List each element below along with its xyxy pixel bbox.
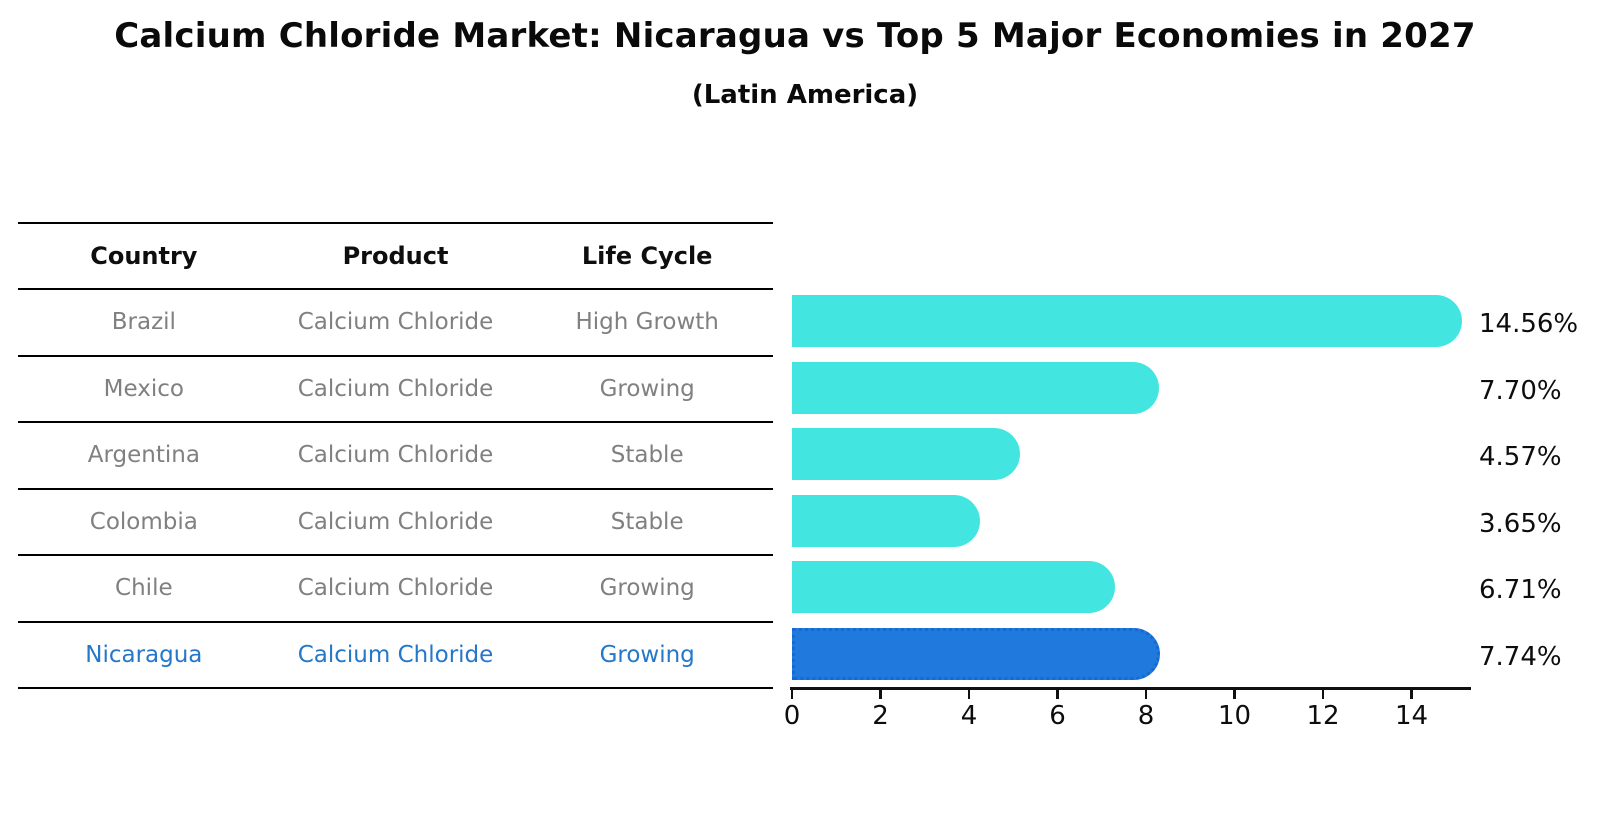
cell-country: Nicaragua [85,641,203,668]
cell-country: Mexico [103,375,184,402]
cell-product: Calcium Chloride [297,641,494,668]
value-label: 3.65% [1479,508,1562,539]
chart-subtitle: (Latin America) [691,80,919,110]
cell-life-cycle: Stable [610,508,684,535]
table-row: Mexico Calcium Chloride Growing [18,357,773,423]
cell-product: Calcium Chloride [297,442,494,468]
x-axis-tick-label: 4 [960,701,978,731]
value-label: 7.74% [1479,641,1562,672]
cell-country: Argentina [87,442,200,468]
bar [792,561,1115,613]
value-label: 6.71% [1479,575,1562,605]
value-label: 14.56% [1479,309,1579,339]
col-header-country: Country [90,242,198,270]
cell-product: Calcium Chloride [297,309,494,335]
table-row: Colombia Calcium Chloride Stable [18,490,773,556]
bar [792,494,980,547]
x-axis-tick-label: 12 [1306,701,1340,731]
table-header-row: Country Product Life Cycle [18,224,773,290]
cell-country: Chile [115,575,173,601]
bar [792,361,1159,414]
bar [792,295,1463,347]
cell-life-cycle: Growing [599,575,695,601]
col-header-life-cycle: Life Cycle [581,242,713,270]
bar [792,428,1021,480]
cell-life-cycle: Stable [610,442,684,468]
x-axis-tick [1056,689,1059,699]
cell-product: Calcium Chloride [297,575,494,601]
col-header-product: Product [342,242,449,270]
x-axis-tick-label: 10 [1217,701,1252,731]
cell-country: Brazil [111,309,176,335]
cell-life-cycle: Growing [599,641,695,668]
cell-product: Calcium Chloride [297,508,494,535]
x-axis-tick-label: 8 [1137,701,1155,731]
x-axis-tick [1321,689,1325,699]
table-row: Chile Calcium Chloride Growing [18,556,773,623]
x-axis-tick-label: 0 [783,701,801,731]
cell-life-cycle: Growing [599,375,695,402]
x-axis-tick [1144,689,1148,699]
cell-country: Colombia [89,508,198,535]
x-axis-tick-label: 6 [1049,701,1066,731]
x-axis-tick [790,689,794,699]
chart-title: Calcium Chloride Market: Nicaragua vs To… [114,16,1476,56]
x-axis-tick-label: 14 [1394,701,1429,731]
x-axis-tick-label: 2 [872,701,889,731]
x-axis-line [790,687,1471,690]
x-axis-tick [879,689,882,699]
x-axis-tick [967,689,971,699]
bar-highlight-nicaragua [792,627,1161,680]
table-row-highlight-nicaragua: Nicaragua Calcium Chloride Growing [18,623,773,689]
table-row: Argentina Calcium Chloride Stable [18,423,773,490]
cell-product: Calcium Chloride [297,375,494,402]
x-axis-tick [1410,689,1413,699]
table-row: Brazil Calcium Chloride High Growth [18,290,773,357]
cell-life-cycle: High Growth [575,309,719,335]
country-table: Country Product Life Cycle Brazil Calciu… [18,222,773,689]
value-label: 7.70% [1479,375,1562,406]
value-label: 4.57% [1479,442,1562,472]
x-axis-tick [1233,689,1236,699]
